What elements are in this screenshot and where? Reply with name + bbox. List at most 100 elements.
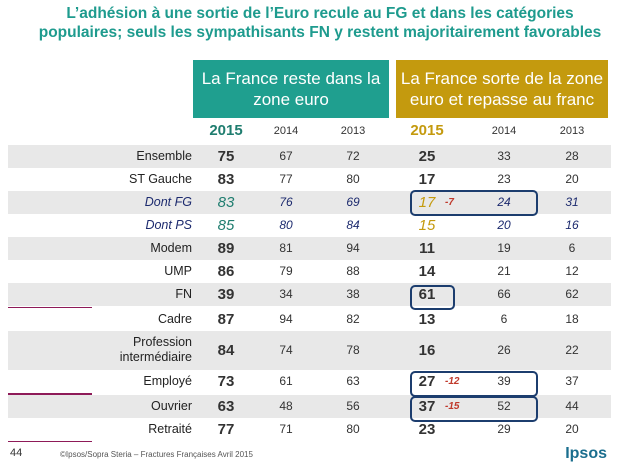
row-label: Cadre [157,312,192,326]
row-delta: -7 [445,197,454,208]
row-value: 18 [565,312,579,326]
row-value: 89 [217,240,235,257]
row-value: 6 [568,241,576,255]
source-note: ©Ipsos/Sopra Steria – Fractures Français… [60,450,253,459]
row-value: 12 [565,264,579,278]
row-label: Dont PS [145,218,192,232]
row-value: 17 [418,194,436,211]
row-value: 34 [279,287,293,301]
row-value: 17 [418,171,436,188]
row-value: 84 [346,218,360,232]
row-value: 88 [346,264,360,278]
row-value: 14 [418,263,436,280]
table-row: Cadre 87 94 82 13 6 18 [0,308,621,331]
row-value: 75 [217,148,235,165]
header-stay-euro: La France reste dans la zone euro [193,60,389,118]
row-value: 85 [217,217,235,234]
row-value: 66 [497,287,511,301]
year-2014-leave: 2014 [491,125,517,137]
row-value: 63 [346,374,360,388]
row-value: 16 [565,218,579,232]
row-label: ST Gauche [128,172,192,186]
row-value: 83 [217,194,235,211]
row-value: 87 [217,311,235,328]
row-delta: -15 [445,401,460,412]
row-value: 82 [346,312,360,326]
row-value: 15 [418,217,436,234]
table-row: Modem 89 81 94 11 19 6 [0,237,621,260]
row-value: 44 [565,399,579,413]
row-value: 67 [279,149,293,163]
table-row: FN 39 34 38 61 66 62 [0,283,621,306]
row-value: 23 [497,172,511,186]
row-value: 77 [217,421,235,438]
row-value: 6 [500,312,508,326]
row-value: 29 [497,422,511,436]
table-row: Dont FG 83 76 69 17 24 31 -7 [0,191,621,214]
row-value: 61 [418,286,436,303]
row-value: 56 [346,399,360,413]
row-value: 33 [497,149,511,163]
row-value: 20 [565,422,579,436]
year-2013-stay: 2013 [340,125,366,137]
row-value: 23 [418,421,436,438]
table-row: UMP 86 79 88 14 21 12 [0,260,621,283]
row-value: 81 [279,241,293,255]
row-value: 73 [217,373,235,390]
row-value: 20 [565,172,579,186]
row-value: 20 [497,218,511,232]
row-label: Ensemble [136,149,192,163]
row-value: 24 [497,195,511,209]
row-value: 39 [497,374,511,388]
year-2014-stay: 2014 [273,125,299,137]
table-row: Dont PS 85 80 84 15 20 16 [0,214,621,237]
row-value: 76 [279,195,293,209]
row-value: 37 [565,374,579,388]
row-value: 71 [279,422,293,436]
row-label: FN [175,287,192,301]
row-value: 13 [418,311,436,328]
row-value: 52 [497,399,511,413]
ipsos-logo: Ipsos [565,445,607,462]
row-value: 80 [279,218,293,232]
row-value: 63 [217,398,235,415]
slide-title: L’adhésion à une sortie de l’Euro recule… [38,5,602,41]
table-row: Ouvrier 63 48 56 37 52 44 -15 [0,395,621,418]
row-value: 27 [418,373,436,390]
row-label: UMP [164,264,192,278]
row-value: 28 [565,149,579,163]
row-value: 78 [346,343,360,357]
highlight-box-fg [410,190,538,216]
row-value: 19 [497,241,511,255]
row-value: 77 [279,172,293,186]
year-2015-stay: 2015 [209,122,243,139]
row-value: 39 [217,286,235,303]
row-value: 48 [279,399,293,413]
year-2013-leave: 2013 [559,125,585,137]
row-label: Modem [150,241,192,255]
row-value: 16 [418,342,436,359]
row-value: 84 [217,342,235,359]
row-value: 74 [279,343,293,357]
row-delta: -12 [445,376,460,387]
row-value: 86 [217,263,235,280]
highlight-box-ouvrier [410,396,538,422]
row-value: 62 [565,287,579,301]
row-value: 22 [565,343,579,357]
row-value: 69 [346,195,360,209]
row-value: 79 [279,264,293,278]
row-label: Profession intermédiaire [119,335,192,364]
row-value: 61 [279,374,293,388]
table-row: Retraité 77 71 80 23 29 20 [0,418,621,441]
table-row: Employé 73 61 63 27 39 37 -12 [0,370,621,393]
row-value: 21 [497,264,511,278]
highlight-box-fn [410,285,455,310]
row-value: 37 [418,398,436,415]
table-row: Profession intermédiaire 84 74 78 16 26 22 [0,331,621,370]
table-row: ST Gauche 83 77 80 17 23 20 [0,168,621,191]
row-value: 25 [418,148,436,165]
row-value: 94 [279,312,293,326]
page-number: 44 [10,447,23,459]
row-value: 83 [217,171,235,188]
header-leave-euro: La France sorte de la zone euro et repas… [396,60,608,118]
